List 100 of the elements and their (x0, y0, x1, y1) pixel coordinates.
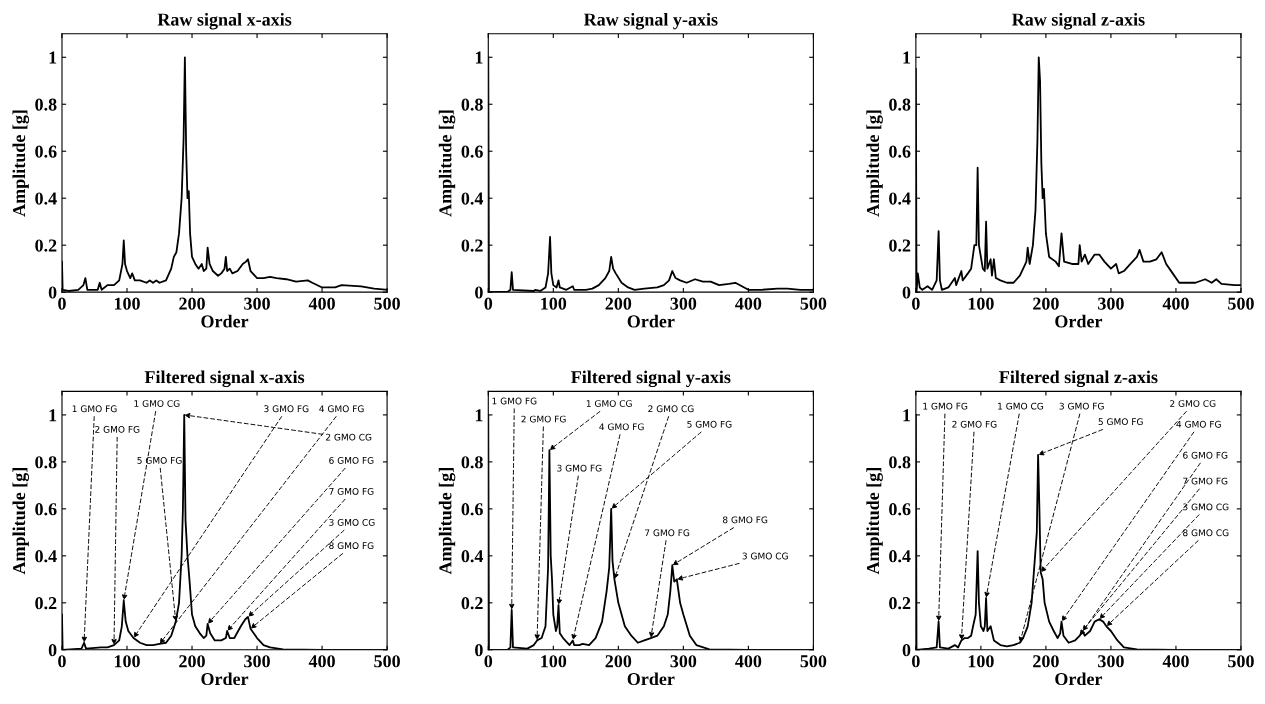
y-tick-label: 0.8 (35, 98, 57, 111)
y-tick-label: 0.6 (889, 145, 911, 158)
y-tick-label: 0.2 (35, 597, 57, 610)
annotation: 2 GMO FG (521, 415, 566, 423)
x-tick-label: 400 (735, 297, 762, 310)
annotation: 5 GMO FG (137, 456, 182, 464)
y-axis-title: Amplitude [g] (866, 110, 883, 217)
y-tick-label: 1 (475, 409, 483, 422)
chart-title: Filtered signal y-axis (571, 370, 731, 388)
y-tick-label: 0 (475, 644, 483, 657)
chart-title: Raw signal z-axis (1012, 12, 1145, 30)
annotation: 1 GMO CG (586, 400, 632, 407)
x-tick-label: 100 (114, 655, 140, 668)
x-tick-label: 100 (541, 655, 567, 668)
x-axis-title: Order (627, 672, 675, 686)
y-tick-label: 0.8 (889, 98, 911, 111)
y-tick-label: 0 (902, 644, 911, 657)
y-tick-label: 0.4 (889, 192, 911, 205)
annotation: 6 GMO FG (1183, 451, 1228, 459)
x-tick-label: 0 (58, 655, 66, 668)
annotation: 3 GMO FG (557, 464, 602, 472)
x-tick-label: 0 (912, 297, 920, 310)
x-tick-label: 200 (179, 655, 205, 668)
y-tick-label: 0.2 (889, 597, 911, 610)
annotation: 3 GMO CG (1183, 503, 1229, 511)
y-tick-label: 0.2 (35, 239, 57, 252)
x-axis-title: Order (1055, 672, 1103, 686)
annotation: 2 GMO FG (95, 425, 140, 433)
x-tick-label: 500 (374, 655, 400, 668)
y-tick-label: 0.8 (889, 456, 911, 469)
x-tick-label: 100 (968, 297, 994, 310)
x-tick-label: 300 (670, 655, 697, 668)
x-axis-title: Order (201, 314, 249, 328)
annotation: 7 GMO FG (1183, 477, 1228, 485)
y-tick-label: 0 (48, 644, 57, 657)
annotation: 1 GMO CG (998, 402, 1044, 410)
x-tick-label: 500 (1228, 297, 1254, 310)
x-tick-label: 500 (374, 297, 400, 310)
x-tick-label: 200 (179, 297, 205, 310)
y-axis-title: Amplitude [g] (12, 468, 29, 575)
annotation: 1 GMO FG (923, 402, 968, 410)
x-tick-label: 400 (1162, 655, 1189, 668)
x-tick-label: 300 (244, 655, 270, 668)
annotation: 8 GMO CG (1183, 529, 1229, 537)
chart-title: Raw signal x-axis (157, 12, 292, 30)
annotation: 6 GMO FG (329, 456, 374, 464)
x-tick-label: 300 (244, 297, 270, 310)
x-tick-label: 300 (670, 297, 697, 310)
x-tick-label: 400 (308, 297, 335, 310)
annotation: 4 GMO FG (1176, 420, 1221, 428)
y-tick-label: 0.4 (461, 192, 484, 205)
annotation: 3 GMO CG (329, 518, 375, 526)
annotation: 2 GMO FG (952, 420, 997, 428)
x-tick-label: 400 (1162, 297, 1189, 310)
annotation: 4 GMO FG (319, 405, 364, 413)
y-tick-label: 0.6 (35, 503, 57, 516)
y-tick-label: 0.2 (461, 239, 483, 252)
x-tick-label: 0 (58, 297, 66, 310)
y-tick-label: 1 (903, 51, 911, 64)
x-axis-title: Order (201, 672, 249, 686)
y-tick-label: 1 (475, 51, 483, 64)
annotation: 7 GMO FG (329, 487, 374, 495)
y-axis-title: Amplitude [g] (866, 468, 883, 575)
x-axis-title: Order (627, 314, 675, 328)
annotation: 1 GMO FG (492, 397, 537, 405)
x-tick-label: 0 (912, 655, 920, 668)
annotation: 3 GMO FG (264, 405, 309, 413)
x-tick-label: 0 (484, 655, 493, 668)
x-tick-label: 500 (800, 655, 827, 668)
y-tick-label: 1 (49, 409, 57, 422)
y-tick-label: 0.2 (461, 597, 483, 610)
annotation: 4 GMO FG (599, 423, 644, 431)
y-tick-label: 0.8 (461, 456, 483, 469)
y-tick-label: 0 (475, 286, 483, 299)
x-tick-label: 400 (735, 655, 762, 668)
y-tick-label: 0 (902, 286, 911, 299)
x-tick-label: 100 (968, 655, 994, 668)
y-tick-label: 0.6 (889, 503, 911, 516)
y-axis-title: Amplitude [g] (438, 110, 456, 217)
y-tick-label: 0.4 (889, 550, 911, 563)
y-tick-label: 0 (48, 286, 57, 299)
x-tick-label: 200 (605, 655, 632, 668)
annotation: 1 GMO CG (134, 400, 180, 407)
y-axis-title: Amplitude [g] (438, 468, 456, 575)
x-tick-label: 0 (484, 297, 493, 310)
annotation: 2 GMO CG (325, 433, 372, 441)
x-tick-label: 500 (800, 297, 827, 310)
annotation: 1 GMO FG (72, 405, 117, 413)
x-tick-label: 200 (605, 297, 632, 310)
x-tick-label: 500 (1228, 655, 1254, 668)
annotation: 5 GMO FG (687, 420, 732, 428)
y-tick-label: 0.4 (461, 550, 484, 563)
y-tick-label: 0.6 (461, 145, 483, 158)
annotation: 8 GMO FG (722, 516, 768, 524)
chart-title: Raw signal y-axis (583, 12, 718, 30)
y-tick-label: 1 (49, 51, 57, 64)
x-tick-label: 200 (1033, 655, 1059, 668)
chart-title: Filtered signal z-axis (999, 370, 1158, 388)
y-tick-label: 1 (903, 409, 911, 422)
y-tick-label: 0.4 (35, 550, 57, 563)
